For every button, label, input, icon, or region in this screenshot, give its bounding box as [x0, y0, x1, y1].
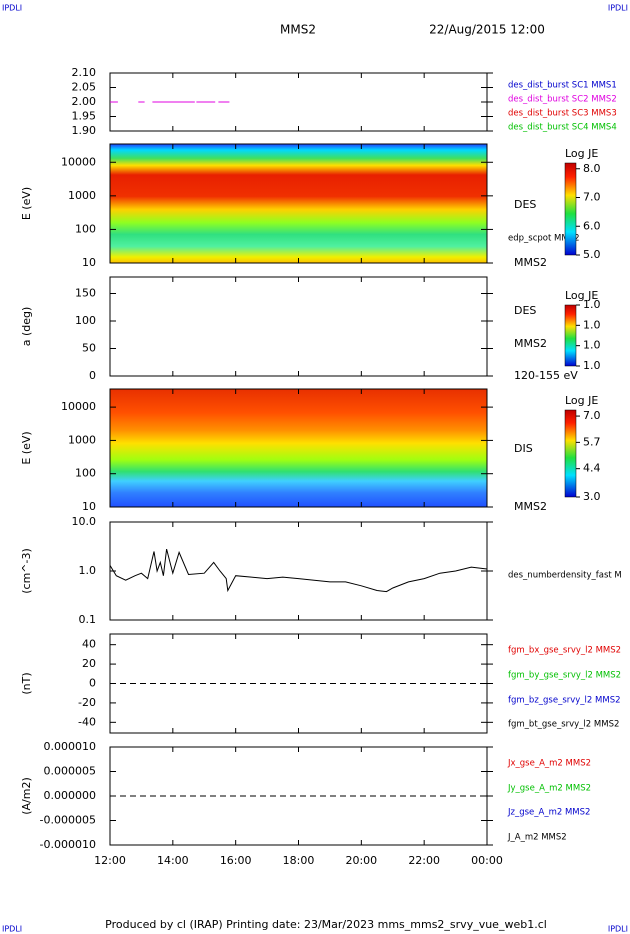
spectrogram: [110, 389, 487, 507]
legend-entry: Jx_gse_A_m2 MMS2: [507, 759, 591, 769]
y-tick-label: 50: [82, 342, 96, 355]
y-tick-label: -0.000005: [40, 814, 96, 827]
legend-entry: des_dist_burst SC1 MMS1: [508, 81, 617, 91]
x-tick-label: 14:00: [157, 854, 189, 867]
colorbar-tick-label: 5.0: [583, 248, 601, 261]
y-tick-label: 20: [82, 657, 96, 670]
y-tick-label: 10000: [61, 155, 96, 168]
colorbar: [564, 409, 577, 498]
y-tick-label: 0.000005: [44, 765, 97, 778]
corner-label: IPDLI: [2, 4, 22, 13]
legend-entry: Jy_gse_A_m2 MMS2: [507, 784, 591, 794]
y-tick-label: 10.0: [72, 515, 97, 528]
y-tick-label: 1000: [68, 189, 96, 202]
y-tick-label: 1.0: [79, 564, 97, 577]
legend-entry: des_dist_burst SC3 MMS3: [508, 109, 617, 119]
panel-label: 120-155 eV: [514, 369, 578, 382]
y-tick-label: 0: [89, 369, 96, 382]
legend-entry: des_dist_burst SC2 MMS2: [508, 95, 617, 105]
y-tick-label: 100: [75, 467, 96, 480]
panel-label: MMS2: [514, 500, 547, 513]
colorbar-tick-label: 3.0: [583, 490, 601, 503]
legend-entry: fgm_bx_gse_srvy_l2 MMS2: [508, 646, 621, 656]
y-tick-label: 40: [82, 638, 96, 651]
y-tick-label: 150: [75, 287, 96, 300]
colorbar-tick-label: 6.0: [583, 219, 601, 232]
legend-entry: Jz_gse_A_m2 MMS2: [507, 808, 590, 818]
colorbar: [564, 162, 577, 256]
x-tick-label: 00:00: [471, 854, 503, 867]
panel-frame: [109, 276, 488, 377]
x-tick-label: 22:00: [408, 854, 440, 867]
colorbar-tick-label: 7.0: [583, 409, 601, 422]
y-tick-label: 1.95: [72, 110, 97, 123]
y-tick-label: 2.05: [72, 81, 97, 94]
colorbar-tick-label: 1.0: [583, 298, 601, 311]
colorbar-tick-label: 4.4: [583, 462, 601, 475]
y-tick-label: 1000: [68, 433, 96, 446]
y-axis-label: E (eV): [20, 187, 33, 220]
y-tick-label: -0.000010: [40, 838, 96, 851]
panel-label: MMS2: [514, 337, 547, 350]
y-tick-label: 0.000000: [44, 789, 97, 802]
colorbar-tick-label: 5.7: [583, 435, 601, 448]
legend-entry: fgm_bz_gse_srvy_l2 MMS2: [508, 696, 621, 706]
panel-label: DES: [514, 304, 536, 317]
date: 22/Aug/2015 12:00: [429, 23, 545, 37]
y-axis-label: (nT): [20, 672, 33, 694]
y-tick-label: -20: [78, 696, 96, 709]
y-tick-label: 100: [75, 222, 96, 235]
y-tick-label: 10: [82, 256, 96, 269]
panel-label: edp_scpot MMS2: [508, 234, 579, 244]
y-tick-label: 2.10: [72, 66, 97, 79]
y-axis-label: E (eV): [20, 431, 33, 464]
y-tick-label: -40: [78, 715, 96, 728]
colorbar-tick-label: 1.0: [583, 318, 601, 331]
data-line: [109, 548, 488, 593]
y-tick-label: 2.00: [72, 95, 97, 108]
x-tick-label: 16:00: [220, 854, 252, 867]
legend-entry: des_numberdensity_fast M: [508, 571, 622, 581]
colorbar-tick-label: 1.0: [583, 359, 601, 372]
panel-frame: [109, 521, 488, 621]
panel-label: MMS2: [514, 256, 547, 269]
legend-entry: fgm_bt_gse_srvy_l2 MMS2: [508, 720, 619, 730]
y-tick-label: 1.90: [72, 124, 97, 137]
panel-label: DES: [514, 198, 536, 211]
colorbar-tick-label: 8.0: [583, 162, 601, 175]
x-tick-label: 20:00: [345, 854, 377, 867]
y-axis-label: (cm^-3): [20, 548, 33, 594]
legend-entry: J_A_m2 MMS2: [507, 833, 567, 843]
colorbar: [564, 304, 577, 367]
colorbar-title: Log JE: [565, 394, 598, 407]
title: MMS2: [280, 23, 316, 37]
y-tick-label: 10000: [61, 400, 96, 413]
y-tick-label: 10: [82, 500, 96, 513]
legend-entry: fgm_by_gse_srvy_l2 MMS2: [508, 671, 621, 681]
y-axis-label: a (deg): [20, 307, 33, 347]
footer: Produced by cl (IRAP) Printing date: 23/…: [105, 918, 547, 931]
y-tick-label: 100: [75, 314, 96, 327]
y-tick-label: 0.1: [79, 613, 97, 626]
x-tick-label: 18:00: [283, 854, 315, 867]
y-axis-label: (A/m2): [20, 777, 33, 815]
corner-label: IPDLI: [608, 925, 628, 934]
y-tick-label: 0: [89, 677, 96, 690]
spectrogram: [110, 144, 487, 263]
legend-entry: des_dist_burst SC4 MMS4: [508, 123, 617, 133]
x-tick-label: 12:00: [94, 854, 126, 867]
corner-label: IPDLI: [608, 4, 628, 13]
y-tick-label: 0.000010: [44, 740, 97, 753]
panel-label: DIS: [514, 442, 533, 455]
colorbar-tick-label: 1.0: [583, 339, 601, 352]
colorbar-title: Log JE: [565, 289, 598, 302]
colorbar-tick-label: 7.0: [583, 191, 601, 204]
corner-label: IPDLI: [2, 925, 22, 934]
colorbar-title: Log JE: [565, 147, 598, 160]
